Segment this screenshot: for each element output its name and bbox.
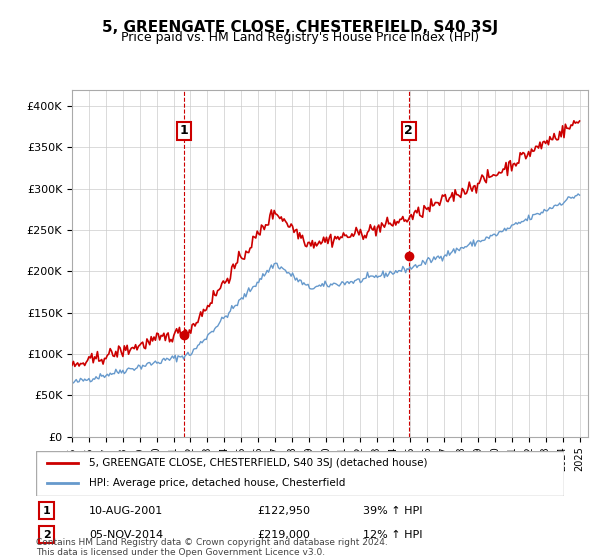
Text: 10-AUG-2001: 10-AUG-2001: [89, 506, 163, 516]
Text: 1: 1: [43, 506, 50, 516]
Text: HPI: Average price, detached house, Chesterfield: HPI: Average price, detached house, Ches…: [89, 478, 345, 488]
Text: 05-NOV-2014: 05-NOV-2014: [89, 530, 163, 540]
Text: Price paid vs. HM Land Registry's House Price Index (HPI): Price paid vs. HM Land Registry's House …: [121, 31, 479, 44]
Text: £219,000: £219,000: [258, 530, 311, 540]
Text: 39% ↑ HPI: 39% ↑ HPI: [364, 506, 423, 516]
Text: Contains HM Land Registry data © Crown copyright and database right 2024.
This d: Contains HM Land Registry data © Crown c…: [36, 538, 388, 557]
Text: 1: 1: [179, 124, 188, 137]
Text: 2: 2: [43, 530, 50, 540]
Text: 2: 2: [404, 124, 413, 137]
Text: £122,950: £122,950: [258, 506, 311, 516]
Text: 5, GREENGATE CLOSE, CHESTERFIELD, S40 3SJ: 5, GREENGATE CLOSE, CHESTERFIELD, S40 3S…: [102, 20, 498, 35]
Text: 12% ↑ HPI: 12% ↑ HPI: [364, 530, 423, 540]
Text: 5, GREENGATE CLOSE, CHESTERFIELD, S40 3SJ (detached house): 5, GREENGATE CLOSE, CHESTERFIELD, S40 3S…: [89, 458, 427, 468]
FancyBboxPatch shape: [36, 451, 564, 496]
